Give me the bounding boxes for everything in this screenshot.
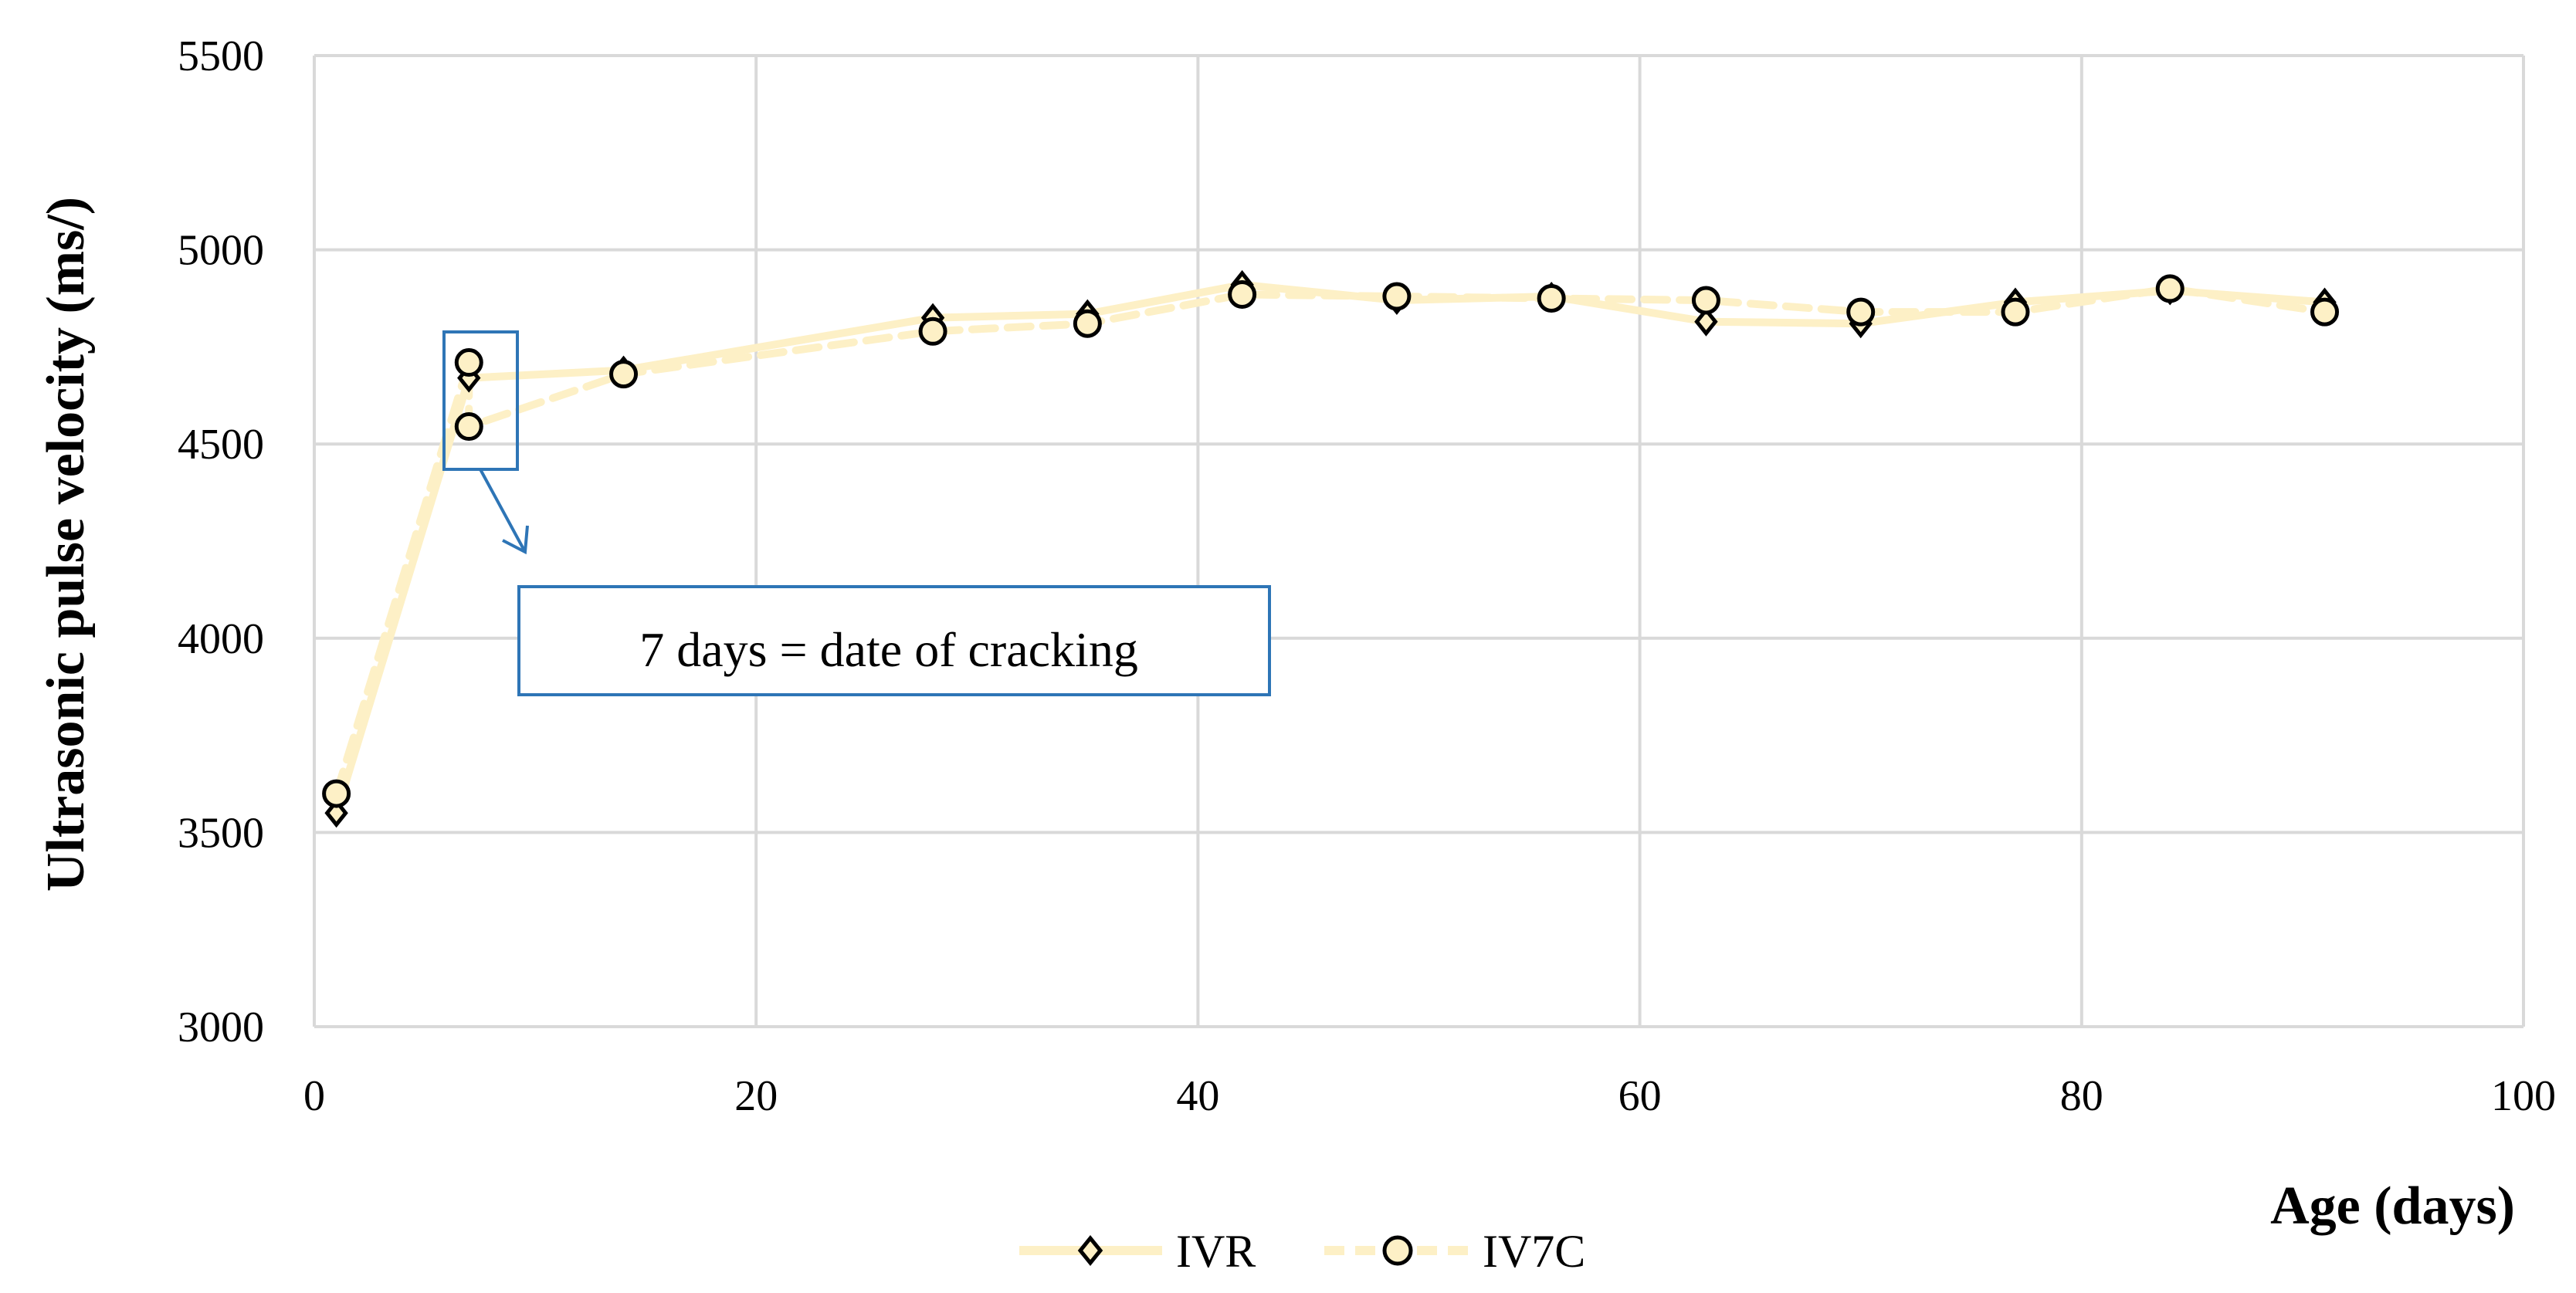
legend-marker-circle: [1382, 1235, 1413, 1266]
x-tick-label: 60: [1618, 1072, 1662, 1120]
series-layer: [322, 269, 2340, 828]
data-point-iv7c: [454, 412, 483, 442]
data-point-iv7c: [2155, 274, 2185, 303]
data-point-iv7c: [1691, 286, 1720, 315]
x-axis-title: Age (days): [2270, 1176, 2515, 1236]
y-tick-labels: 3000 3500 4000 4500 5000 5500: [178, 32, 264, 1051]
data-point-ivr: [324, 798, 348, 828]
x-tick-label: 40: [1176, 1072, 1219, 1120]
annotation-text: 7 days = date of cracking: [639, 622, 1138, 677]
data-point-iv7c: [918, 316, 947, 346]
legend-label-iv7c: IV7C: [1483, 1226, 1585, 1277]
legend-marker-diamond: [1077, 1235, 1103, 1266]
data-point-iv7c: [454, 348, 483, 377]
y-axis-title: Ultrasonic pulse velocity (ms/): [36, 197, 96, 892]
annotation-arrow-head: [502, 525, 529, 555]
y-tick-label: 4500: [178, 421, 264, 469]
data-point-iv7c: [609, 360, 639, 389]
legend-item-iv7c: IV7C: [1324, 1226, 1585, 1277]
data-point-iv7c: [1537, 284, 1566, 313]
annotation: 7 days = date of cracking: [442, 330, 1271, 696]
y-tick-label: 5500: [178, 32, 264, 80]
y-tick-label: 4000: [178, 615, 264, 663]
data-point-iv7c: [2310, 297, 2340, 327]
legend-label-ivr: IVR: [1176, 1226, 1256, 1277]
legend: IVR IV7C: [1019, 1226, 1585, 1277]
series-line-iv7c: [332, 284, 2329, 798]
data-point-iv7c: [1073, 309, 1102, 338]
x-tick-label: 80: [2060, 1072, 2103, 1120]
annotation-box: [517, 585, 1271, 696]
annotation-arrow-line: [479, 469, 527, 553]
x-tick-label: 20: [734, 1072, 778, 1120]
grid: [313, 54, 2525, 1028]
data-point-iv7c: [1382, 282, 1412, 311]
series-line-ivr: [332, 280, 2329, 817]
data-point-iv7c: [2001, 297, 2030, 327]
y-tick-label: 5000: [178, 227, 264, 275]
data-point-iv7c: [1846, 297, 1876, 327]
data-point-ivr: [1694, 306, 1718, 337]
legend-item-ivr: IVR: [1019, 1226, 1256, 1277]
x-tick-labels: 0 20 40 60 80 100: [303, 1072, 2556, 1120]
y-tick-label: 3000: [178, 1004, 264, 1051]
data-point-iv7c: [322, 779, 351, 808]
x-tick-label: 100: [2491, 1072, 2556, 1120]
y-tick-label: 3500: [178, 809, 264, 857]
x-tick-label: 0: [303, 1072, 325, 1120]
data-point-iv7c: [1228, 279, 1257, 309]
